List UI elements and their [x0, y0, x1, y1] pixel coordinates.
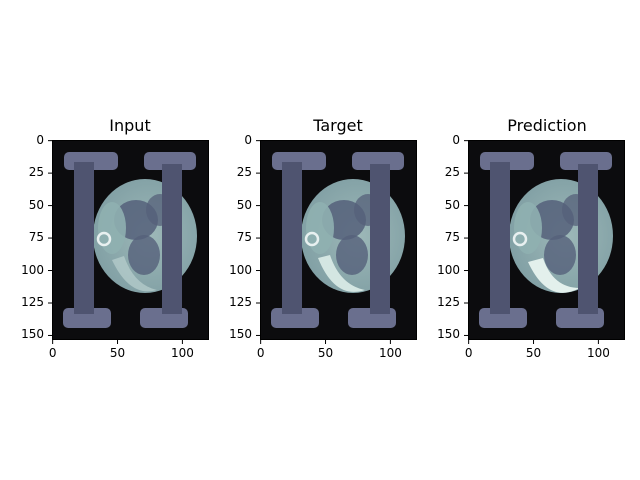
y-tick-label: 100 — [229, 262, 252, 277]
image-panel-prediction — [464, 140, 625, 344]
ring-marker — [304, 231, 320, 247]
axes-frame — [260, 140, 417, 340]
organ — [544, 235, 576, 275]
x-tick-label: 0 — [464, 346, 473, 360]
cap-top-right — [144, 152, 196, 170]
y-tick-label: 150 — [21, 327, 44, 342]
bright-region — [112, 256, 157, 292]
ring-marker — [96, 231, 112, 247]
tissue-region — [514, 202, 542, 254]
panel-title: Target — [313, 116, 363, 135]
y-tick-label: 50 — [236, 197, 252, 212]
y-tick-label: 25 — [28, 165, 44, 180]
image-panel-target — [256, 140, 417, 344]
y-tick-label: 75 — [236, 230, 252, 245]
y-tick-label: 150 — [437, 327, 460, 342]
x-tick-label: 50 — [525, 346, 542, 360]
y-tick-label: 125 — [21, 294, 44, 309]
y-tick-label: 25 — [444, 165, 460, 180]
x-tick-label: 100 — [586, 346, 610, 360]
y-tick-label: 50 — [444, 197, 460, 212]
cap-top-right — [352, 152, 404, 170]
organ — [128, 235, 160, 275]
y-tick-label: 125 — [229, 294, 252, 309]
y-tick-label: 75 — [28, 230, 44, 245]
image-panel-input — [48, 140, 209, 344]
y-tick-label: 0 — [244, 132, 252, 147]
bar-left — [74, 162, 94, 314]
bar-left — [282, 162, 302, 314]
y-tick-label: 125 — [437, 294, 460, 309]
bar-right — [162, 164, 182, 314]
bright-region — [528, 258, 580, 293]
y-tick-label: 75 — [444, 230, 460, 245]
cap-top-right — [560, 152, 612, 170]
panel-title: Prediction — [507, 116, 587, 135]
tissue-region — [306, 202, 334, 254]
bar-right — [578, 164, 598, 314]
tissue-region — [98, 202, 126, 254]
bright-region — [318, 255, 365, 292]
axes-frame — [52, 140, 209, 340]
y-tick-label: 150 — [229, 327, 252, 342]
ring-marker — [512, 231, 528, 247]
x-tick-label: 0 — [256, 346, 265, 360]
bar-left — [490, 162, 510, 314]
y-tick-label: 0 — [452, 132, 460, 147]
panel-title: Input — [109, 116, 151, 135]
x-tick-label: 100 — [170, 346, 194, 360]
y-tick-label: 100 — [21, 262, 44, 277]
x-tick-label: 0 — [48, 346, 57, 360]
organ — [336, 235, 368, 275]
y-tick-label: 50 — [28, 197, 44, 212]
y-tick-label: 100 — [437, 262, 460, 277]
axes-frame — [468, 140, 625, 340]
y-tick-label: 25 — [236, 165, 252, 180]
x-tick-label: 50 — [317, 346, 334, 360]
x-tick-label: 50 — [109, 346, 126, 360]
y-tick-label: 0 — [36, 132, 44, 147]
x-tick-label: 100 — [378, 346, 402, 360]
bar-right — [370, 164, 390, 314]
